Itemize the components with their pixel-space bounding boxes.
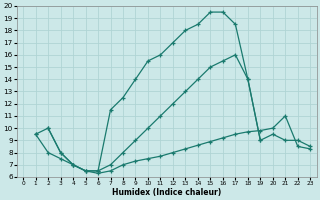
X-axis label: Humidex (Indice chaleur): Humidex (Indice chaleur) — [112, 188, 221, 197]
